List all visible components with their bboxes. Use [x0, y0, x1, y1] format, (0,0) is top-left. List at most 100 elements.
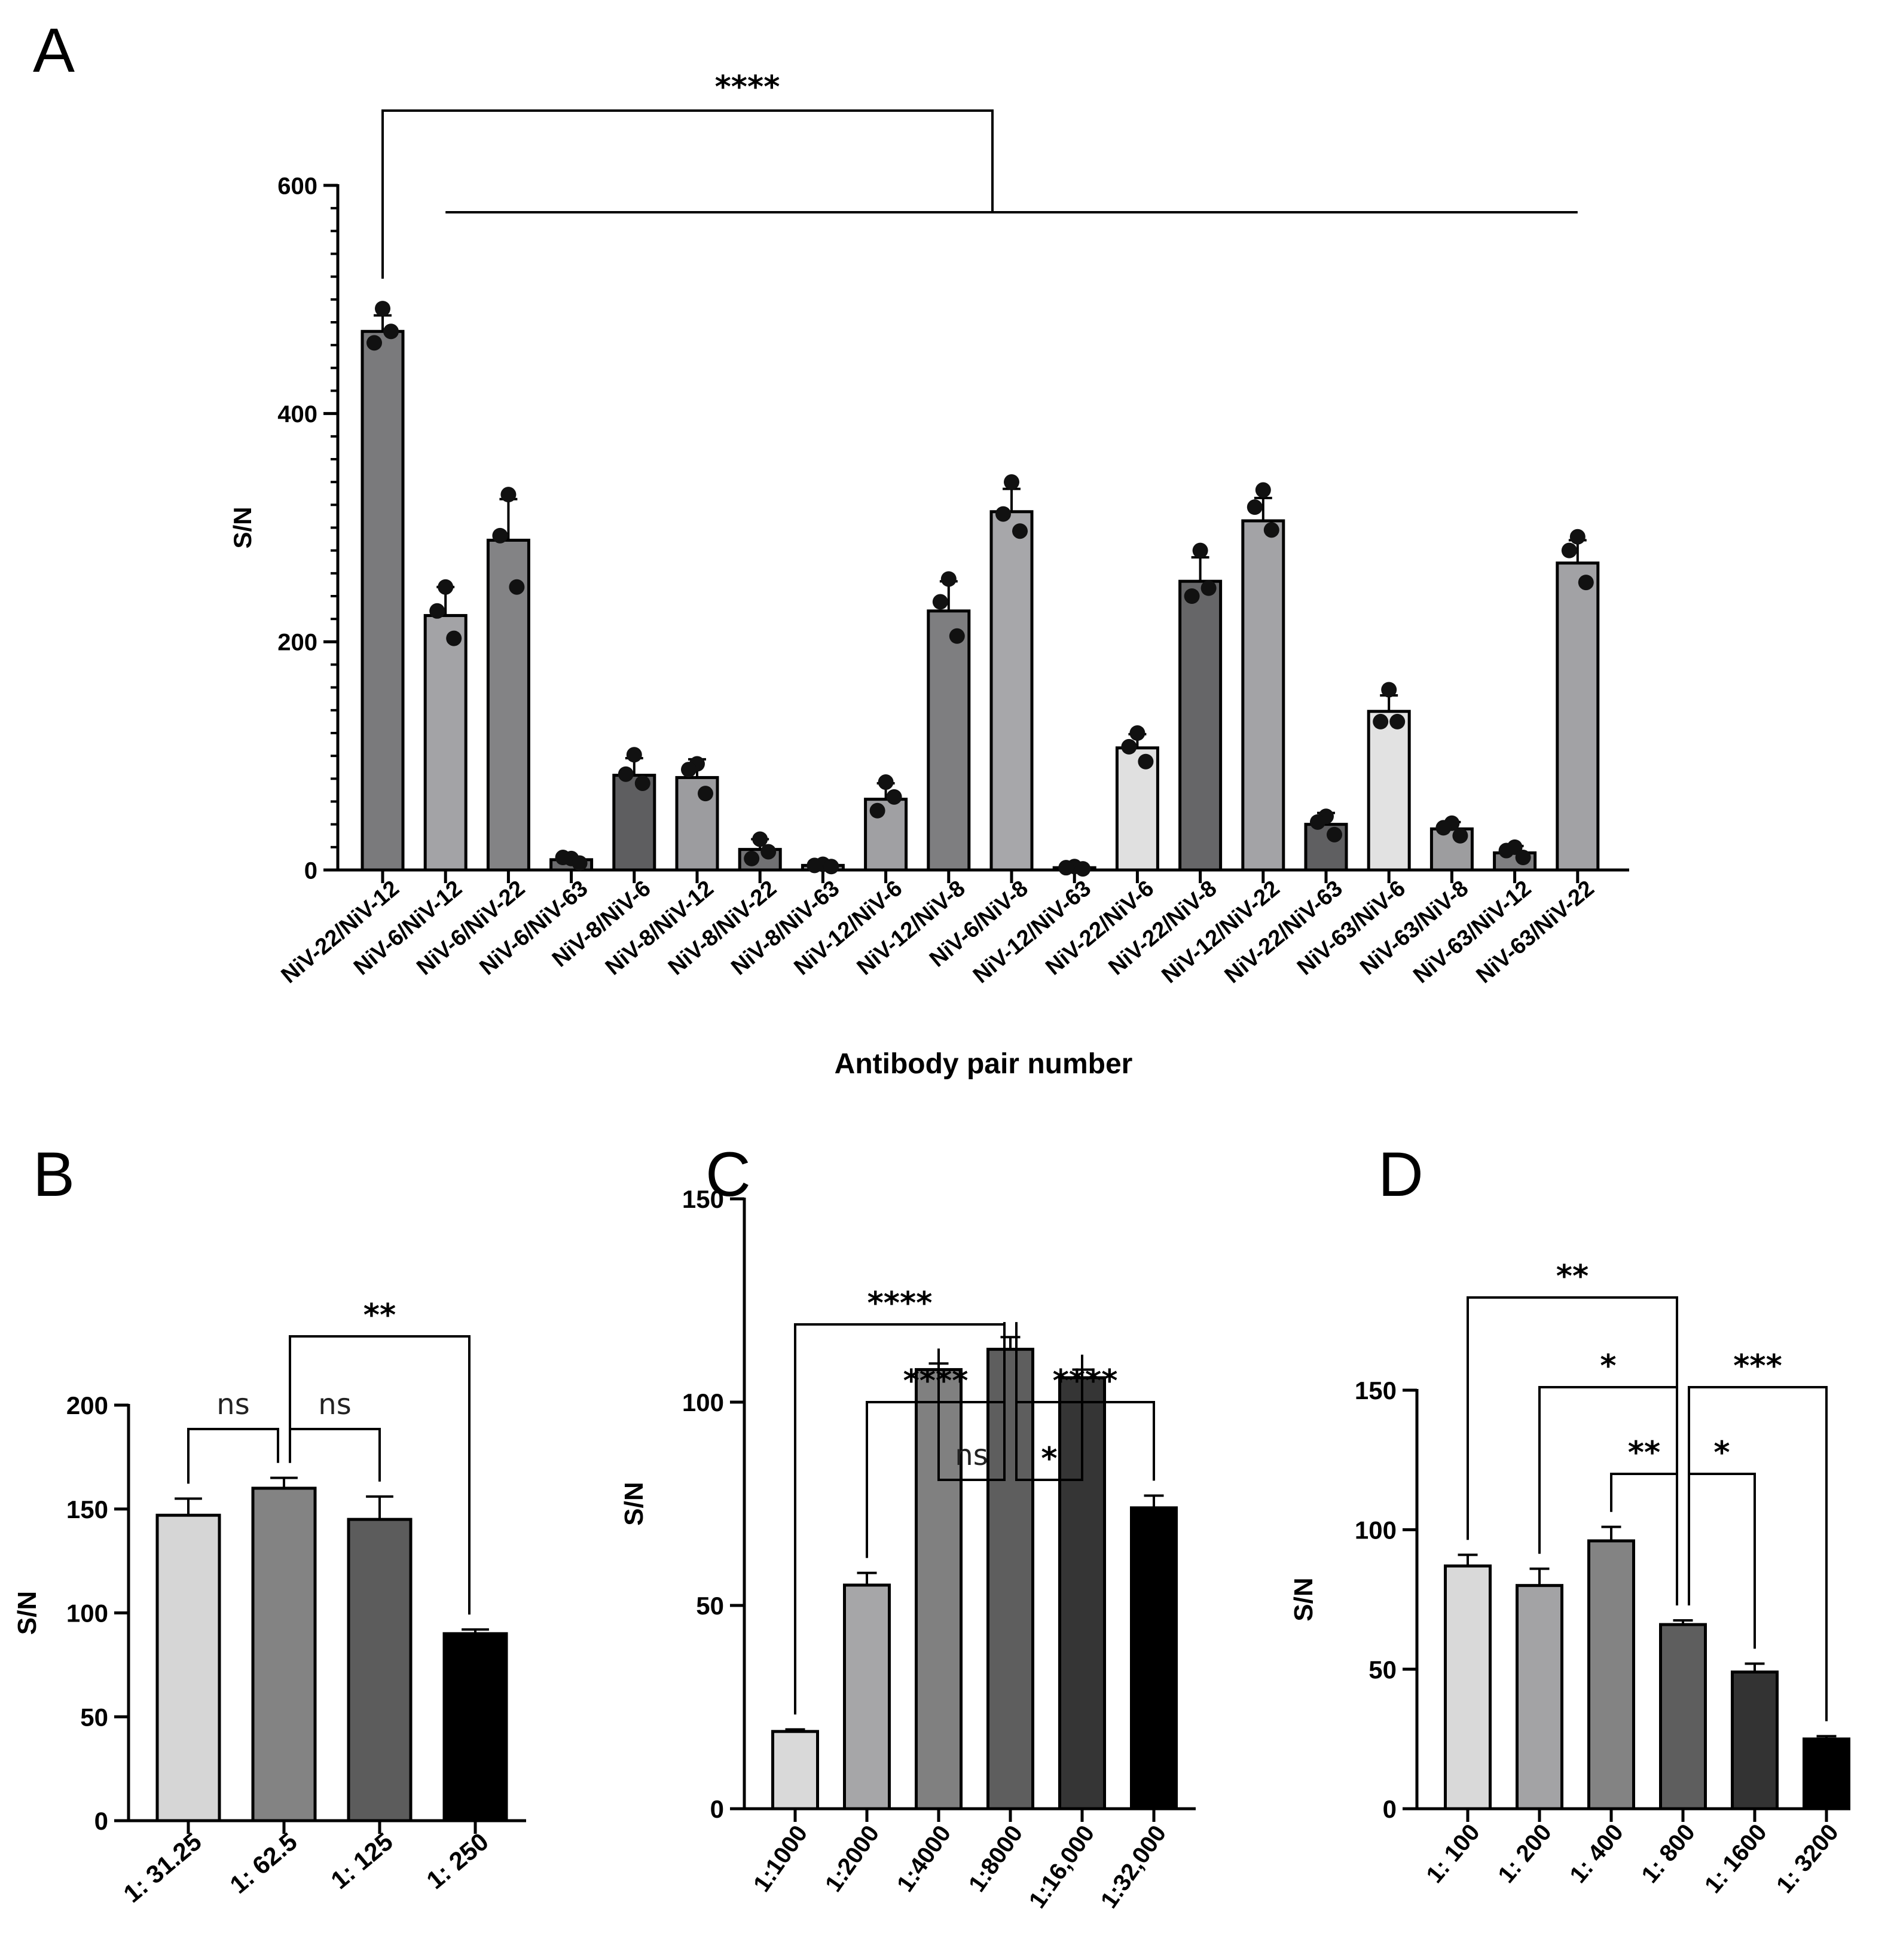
y-tick-label: 0 [304, 857, 317, 884]
data-point [1012, 523, 1028, 539]
data-point [500, 487, 517, 503]
x-category-label: NiV-6/NiV-12 [349, 876, 467, 981]
bar [771, 1730, 819, 1811]
data-point [383, 323, 399, 340]
x-category-label: 1: 1600 [1700, 1819, 1772, 1898]
x-category-label: 1: 200 [1493, 1819, 1557, 1888]
data-point [375, 301, 390, 317]
data-point [1498, 842, 1514, 859]
significance-label: **** [1053, 1363, 1118, 1399]
panel-label-b: B [33, 1140, 75, 1210]
bar [1115, 746, 1159, 872]
significance-bracket [289, 1335, 471, 1615]
bar [155, 1513, 221, 1822]
y-tick-label: 150 [66, 1495, 108, 1524]
data-point [1569, 529, 1586, 545]
significance-label: **** [867, 1286, 933, 1321]
x-category-label: 1: 400 [1565, 1819, 1629, 1888]
data-point [1435, 820, 1452, 836]
data-point [744, 850, 760, 866]
x-category-label: 1:32,000 [1096, 1821, 1172, 1913]
significance-label: * [1600, 1348, 1616, 1384]
x-category-label: NiV-8/NiV-12 [601, 876, 719, 981]
data-point [760, 844, 777, 860]
data-point [1004, 474, 1019, 490]
x-category-label: 1: 125 [325, 1827, 398, 1895]
x-category-label: 1:1000 [749, 1821, 812, 1897]
data-point [1129, 725, 1145, 741]
bar [1803, 1737, 1850, 1811]
y-tick-label: 50 [696, 1592, 724, 1620]
x-category-label: 1: 100 [1421, 1819, 1485, 1888]
data-point [429, 603, 445, 619]
y-tick-label: 400 [277, 401, 317, 428]
x-category-label: NiV-8/NiV-63 [726, 876, 844, 981]
x-category-label: NiV-6/NiV-63 [475, 876, 593, 981]
y-tick-label: 100 [682, 1388, 724, 1416]
x-category-label: 1:2000 [820, 1821, 884, 1897]
y-tick-label: 200 [277, 630, 317, 656]
significance-bracket [289, 1428, 381, 1482]
data-point [1058, 860, 1074, 876]
x-category-label: 1: 250 [421, 1827, 493, 1895]
data-point [1327, 826, 1342, 842]
panel-c-chart: 0 50 100 150 S/N 1:1000 1:2000 1:4000 1:80001:16… [619, 1185, 1196, 1913]
significance-label: ns [216, 1388, 249, 1421]
data-point [886, 789, 902, 805]
data-point [949, 628, 965, 644]
bar [442, 1632, 508, 1822]
x-category-label: 1: 3200 [1771, 1819, 1844, 1898]
y-tick-label: 0 [710, 1795, 724, 1823]
x-category-label: 1:4000 [892, 1821, 956, 1897]
significance-bracket [866, 1322, 1006, 1558]
data-point [1452, 828, 1468, 844]
bar [989, 510, 1034, 872]
data-point [1121, 738, 1137, 755]
bar [361, 329, 405, 872]
bar [1241, 519, 1285, 872]
bar [1731, 1670, 1779, 1811]
y-tick-label: 50 [1368, 1656, 1397, 1684]
significance-label: * [1713, 1435, 1730, 1471]
bar [927, 609, 971, 872]
panel-label-d: D [1378, 1140, 1423, 1210]
bar [1659, 1623, 1707, 1811]
y-tick-label: 0 [1383, 1795, 1397, 1823]
data-point [1310, 814, 1325, 830]
significance-label: ** [1628, 1435, 1660, 1471]
data-point [572, 855, 588, 871]
y-axis-title: S/N [619, 1482, 649, 1525]
significance-label: **** [715, 69, 780, 105]
y-axis-title: S/N [228, 506, 256, 548]
data-point [1184, 588, 1200, 604]
data-point [752, 831, 768, 847]
data-point [940, 571, 957, 587]
panel-a-chart: 0200400600S/NNiV-22/NiV-12NiV-6/NiV-12Ni… [228, 69, 1629, 1080]
y-tick-label: 0 [94, 1807, 108, 1835]
data-point [1373, 713, 1389, 729]
bar [423, 613, 468, 872]
x-category-label: 1: 800 [1636, 1819, 1700, 1888]
x-category-label: NiV-6/NiV-22 [412, 876, 530, 981]
data-point [1138, 753, 1154, 770]
significance-label: ** [363, 1297, 396, 1333]
data-point [626, 747, 642, 763]
significance-label: *** [1733, 1348, 1782, 1384]
significance-bracket [794, 1322, 1006, 1715]
y-tick-label: 150 [682, 1185, 724, 1213]
bar [1516, 1584, 1563, 1811]
y-tick-label: 200 [66, 1391, 108, 1419]
data-point [555, 850, 571, 866]
bar [251, 1486, 317, 1822]
significance-label: ns [318, 1388, 351, 1421]
data-point [878, 774, 894, 790]
data-point [807, 857, 823, 874]
data-point [1515, 850, 1531, 866]
panel-label-a: A [33, 16, 75, 86]
data-point [995, 506, 1011, 522]
data-point [446, 630, 462, 646]
data-point [1255, 482, 1271, 498]
x-category-label: NiV-8/NiV-22 [664, 876, 781, 981]
x-category-label: NiV-12/NiV-6 [790, 876, 908, 981]
